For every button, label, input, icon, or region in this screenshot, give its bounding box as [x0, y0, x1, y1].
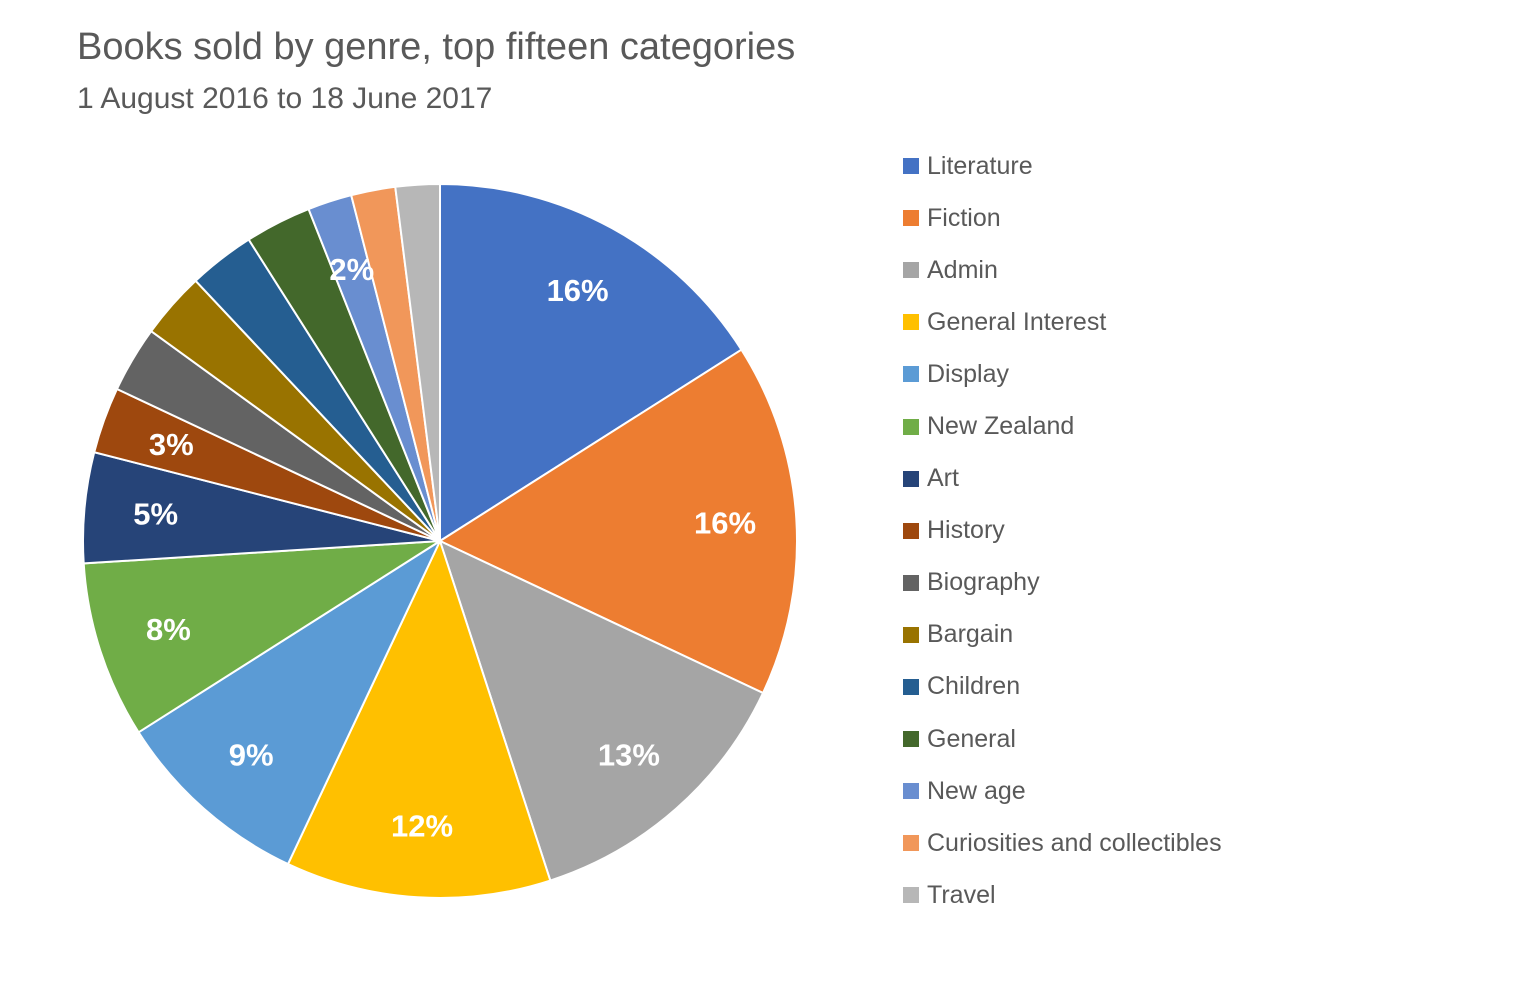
pie-slice-general-interest — [286, 538, 552, 899]
legend-item: New age — [903, 765, 1463, 817]
pie-slice-admin — [438, 539, 765, 882]
legend-item: Children — [903, 661, 1463, 713]
pie-data-labels: 16% 16% 13% 12% 9% 8% 5% 3% 2% — [133, 252, 756, 844]
legend-item: Bargain — [903, 609, 1463, 661]
pie-slice-travel — [394, 182, 441, 542]
legend-item: Biography — [903, 557, 1463, 609]
legend-item: Literature — [903, 140, 1463, 192]
data-label-art: 5% — [133, 497, 178, 532]
legend-swatch — [903, 314, 919, 331]
data-label-new-age: 2% — [329, 252, 374, 287]
data-label-history: 3% — [149, 427, 194, 462]
legend: Literature Fiction Admin General Interest Di… — [903, 140, 1463, 921]
legend-swatch — [903, 210, 919, 227]
legend-label: Fiction — [927, 203, 1001, 232]
pie-slice-fiction — [437, 348, 798, 695]
legend-label: Children — [927, 672, 1021, 701]
legend-swatch — [903, 470, 919, 487]
legend-swatch — [903, 262, 919, 279]
legend-label: Admin — [927, 255, 998, 284]
legend-swatch — [903, 731, 919, 748]
legend-label: Curiosities and collectibles — [927, 828, 1222, 857]
legend-item: Display — [903, 348, 1463, 400]
legend-swatch — [903, 366, 919, 383]
legend-swatch — [903, 522, 919, 539]
legend-swatch — [903, 835, 919, 852]
legend-swatch — [903, 626, 919, 643]
legend-swatch — [903, 418, 919, 435]
legend-label: General — [927, 724, 1016, 753]
legend-label: General Interest — [927, 307, 1107, 336]
data-label-display: 9% — [229, 738, 274, 773]
legend-label: New Zealand — [927, 412, 1075, 441]
legend-item: Fiction — [903, 192, 1463, 244]
legend-label: History — [927, 516, 1005, 545]
legend-label: Biography — [927, 568, 1040, 597]
data-label-general-interest: 12% — [391, 809, 453, 844]
legend-swatch — [903, 158, 919, 175]
legend-item: History — [903, 505, 1463, 557]
data-label-new-zealand: 8% — [146, 612, 191, 647]
chart-subtitle: 1 August 2016 to 18 June 2017 — [77, 82, 493, 115]
pie-slice-new-zealand — [82, 540, 441, 734]
legend-label: Travel — [927, 880, 996, 909]
data-label-literature: 16% — [547, 273, 609, 308]
chart-title: Books sold by genre, top fifteen categor… — [77, 26, 796, 68]
pie-slice-display — [137, 538, 443, 866]
legend-swatch — [903, 574, 919, 591]
legend-item: General Interest — [903, 296, 1463, 348]
legend-swatch — [903, 887, 919, 904]
data-label-fiction: 16% — [694, 506, 756, 541]
legend-label: Literature — [927, 151, 1033, 180]
legend-swatch — [903, 678, 919, 695]
legend-label: New age — [927, 776, 1026, 805]
legend-label: Art — [927, 464, 959, 493]
legend-item: Curiosities and collectibles — [903, 817, 1463, 869]
pie-slices — [82, 182, 798, 899]
legend-item: New Zealand — [903, 400, 1463, 452]
legend-item: Travel — [903, 869, 1463, 921]
data-label-admin: 13% — [598, 738, 660, 773]
legend-item: Art — [903, 453, 1463, 505]
legend-label: Display — [927, 359, 1009, 388]
legend-item: General — [903, 713, 1463, 765]
legend-swatch — [903, 783, 919, 800]
pie-slice-literature — [439, 182, 743, 543]
legend-item: Admin — [903, 244, 1463, 296]
legend-label: Bargain — [927, 620, 1014, 649]
